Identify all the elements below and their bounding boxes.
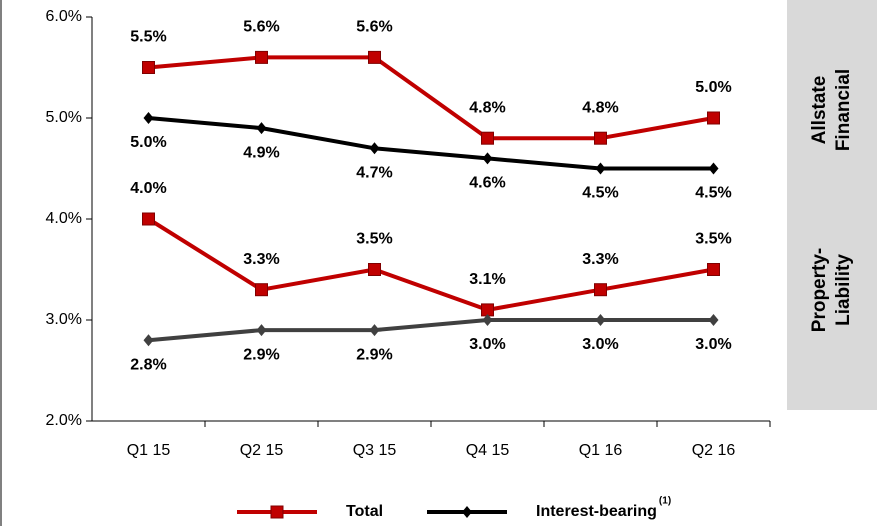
value-label: 5.5% <box>130 29 166 46</box>
panel-label: Property- <box>809 248 830 332</box>
data-point <box>142 61 155 74</box>
value-label: 2.8% <box>130 356 166 373</box>
series-line <box>147 217 714 312</box>
y-tick-label: 5.0% <box>46 109 82 126</box>
data-point <box>594 283 607 297</box>
value-label: 5.0% <box>695 79 731 96</box>
value-label: 4.9% <box>243 144 279 161</box>
data-point <box>256 122 267 135</box>
data-point <box>595 314 606 326</box>
data-point <box>708 162 719 175</box>
panel-background <box>787 0 877 410</box>
value-label: 3.0% <box>469 336 505 353</box>
value-label: 3.0% <box>695 336 731 353</box>
value-label: 3.5% <box>356 231 392 248</box>
value-label: 4.8% <box>582 99 618 116</box>
x-tick-label: Q2 15 <box>240 442 284 459</box>
data-point <box>482 152 493 165</box>
x-tick-label: Q2 16 <box>692 442 736 459</box>
data-point <box>369 324 380 337</box>
value-label: 4.8% <box>469 99 505 116</box>
value-label: 2.9% <box>356 346 392 363</box>
panel-label: Liability <box>833 254 854 326</box>
value-label: 3.3% <box>243 251 279 268</box>
legend-label: Interest-bearing <box>536 503 657 520</box>
series-line <box>148 55 714 141</box>
legend-label: Total <box>346 503 383 520</box>
value-label: 4.5% <box>695 185 731 202</box>
data-point <box>595 162 606 175</box>
series-line <box>148 318 714 343</box>
y-tick-label: 2.0% <box>46 412 82 429</box>
legend-superscript: (1) <box>659 496 671 507</box>
x-tick-label: Q4 15 <box>466 442 510 459</box>
value-label: 5.6% <box>243 19 279 36</box>
panel-label: Financial <box>833 69 854 151</box>
value-label: 3.5% <box>695 231 731 248</box>
data-point <box>369 142 380 155</box>
y-tick-label: 4.0% <box>46 210 82 227</box>
legend-marker <box>270 505 284 519</box>
x-tick-label: Q3 15 <box>353 442 397 459</box>
data-point <box>368 263 381 276</box>
value-label: 4.6% <box>469 175 505 192</box>
legend-marker <box>462 506 472 518</box>
y-tick-label: 6.0% <box>46 8 82 25</box>
value-label: 4.5% <box>582 185 618 202</box>
panel-label-group: Property- Liability <box>809 248 854 332</box>
panel-label-group: Allstate Financial <box>809 69 854 151</box>
x-tick-label: Q1 16 <box>579 442 623 459</box>
value-label: 4.0% <box>130 180 166 197</box>
y-tick-label: 3.0% <box>46 311 82 328</box>
data-point <box>482 314 493 326</box>
x-tick-label: Q1 15 <box>127 442 171 459</box>
value-label: 5.6% <box>356 19 392 36</box>
data-point <box>255 283 268 297</box>
data-point <box>707 263 720 276</box>
panel-label: Allstate <box>809 76 830 145</box>
value-label: 5.0% <box>130 134 166 151</box>
value-label: 2.9% <box>243 346 279 363</box>
data-point <box>707 111 720 125</box>
data-point <box>143 334 154 347</box>
data-point <box>368 50 381 64</box>
value-label: 3.1% <box>469 271 505 288</box>
data-point <box>255 50 268 64</box>
data-point <box>256 324 267 337</box>
data-point <box>481 131 494 145</box>
value-label: 3.3% <box>582 251 618 268</box>
data-point <box>142 212 155 226</box>
value-label: 4.7% <box>356 165 392 182</box>
data-point <box>708 314 719 326</box>
data-point <box>594 131 607 145</box>
series-line <box>148 116 714 171</box>
value-label: 3.0% <box>582 336 618 353</box>
data-point <box>143 112 154 124</box>
